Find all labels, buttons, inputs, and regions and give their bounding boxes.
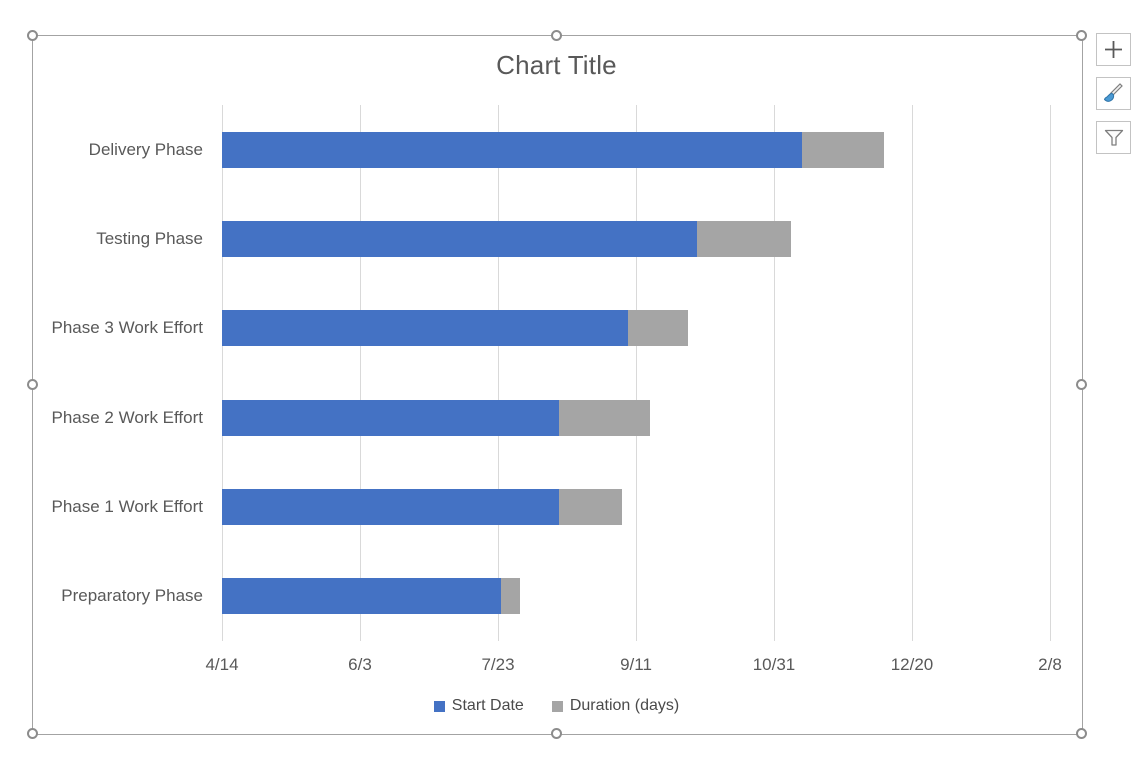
bar-start-date[interactable] — [222, 131, 802, 168]
selection-handle-top-right[interactable] — [1075, 29, 1087, 41]
bar-duration[interactable] — [627, 310, 689, 347]
bar-start-date[interactable] — [222, 489, 559, 525]
legend-label: Duration (days) — [569, 697, 680, 714]
legend-label: Start Date — [451, 697, 524, 714]
date-axis-tick-label[interactable]: 7/23 — [481, 655, 515, 674]
bar-start-date[interactable] — [222, 221, 697, 257]
date-axis-tick-label[interactable]: 4/14 — [205, 655, 239, 674]
legend: Start Date Duration (days) — [32, 697, 1081, 715]
legend-swatch — [433, 700, 445, 712]
bar-duration[interactable] — [500, 578, 521, 615]
date-axis-tick-label[interactable]: 6/3 — [348, 655, 372, 674]
chart-filters-button[interactable] — [1096, 121, 1131, 154]
selection-handle-top-left[interactable] — [26, 29, 38, 41]
bar-duration[interactable] — [558, 489, 623, 525]
vertical-gridline — [1050, 105, 1051, 641]
bar-duration[interactable] — [801, 131, 885, 168]
category-label[interactable]: Phase 2 Work Effort — [51, 407, 204, 427]
date-axis-tick-label[interactable]: 2/8 — [1038, 655, 1062, 674]
plus-icon — [1103, 39, 1124, 60]
vertical-gridline — [222, 105, 223, 641]
vertical-gridline — [636, 105, 637, 641]
category-label[interactable]: Testing Phase — [96, 229, 203, 248]
vertical-gridline — [498, 105, 499, 641]
selection-handle-bottom-left[interactable] — [26, 727, 38, 739]
paintbrush-icon — [1103, 82, 1125, 105]
selection-handle-middle-left[interactable] — [26, 378, 38, 390]
funnel-icon — [1103, 128, 1125, 148]
date-axis-tick-label[interactable]: 10/31 — [752, 655, 796, 674]
bar-duration[interactable] — [696, 221, 791, 257]
category-label[interactable]: Delivery Phase — [88, 139, 203, 159]
chart-title[interactable]: Chart Title — [496, 50, 617, 80]
bar-duration[interactable] — [558, 399, 650, 436]
category-label[interactable]: Preparatory Phase — [61, 586, 203, 606]
selection-handle-middle-right[interactable] — [1075, 378, 1087, 390]
category-label[interactable]: Phase 3 Work Effort — [51, 318, 204, 338]
selection-handle-bottom-right[interactable] — [1075, 727, 1087, 739]
legend-item[interactable]: Duration (days) — [551, 697, 680, 715]
bar-start-date[interactable] — [222, 310, 628, 347]
vertical-gridline — [360, 105, 361, 641]
bar-start-date[interactable] — [222, 399, 559, 436]
legend-item[interactable]: Start Date — [433, 697, 524, 715]
category-label[interactable]: Phase 1 Work Effort — [51, 497, 204, 516]
legend-swatch — [551, 700, 563, 712]
chart-styles-button[interactable] — [1096, 77, 1131, 110]
selection-handle-top-center[interactable] — [551, 29, 562, 41]
bar-start-date[interactable] — [222, 578, 501, 615]
selection-handle-bottom-center[interactable] — [551, 727, 562, 739]
date-axis-tick-label[interactable]: 12/20 — [890, 655, 934, 674]
chart-elements-button[interactable] — [1096, 33, 1131, 66]
vertical-gridline — [774, 105, 775, 641]
vertical-gridline — [912, 105, 913, 641]
date-axis-tick-label[interactable]: 9/11 — [620, 655, 652, 674]
